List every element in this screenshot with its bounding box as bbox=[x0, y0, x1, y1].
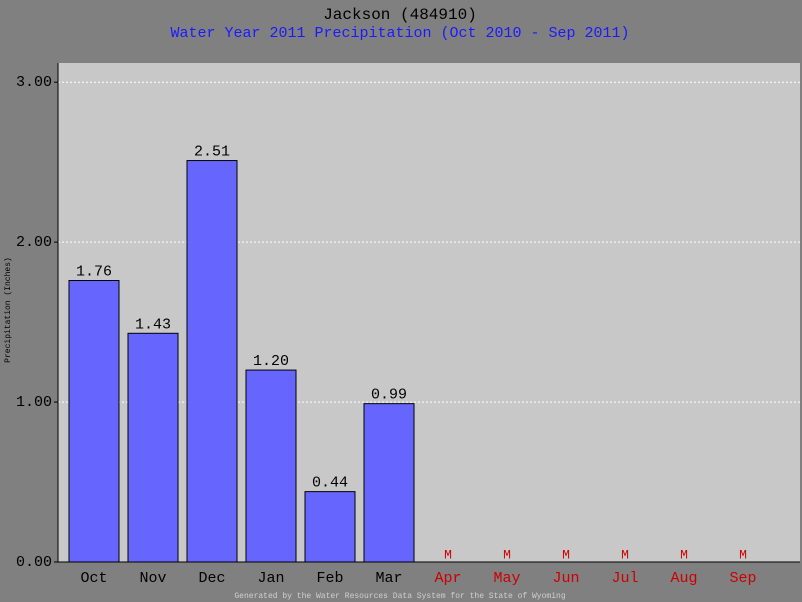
chart-title: Jackson (484910) bbox=[323, 6, 477, 24]
missing-label: M bbox=[444, 547, 452, 562]
x-tick-label: Jan bbox=[257, 570, 284, 587]
data-label: 2.51 bbox=[194, 144, 230, 161]
y-tick-label: 3.00 bbox=[16, 74, 52, 91]
x-tick-label: Jul bbox=[611, 570, 638, 587]
missing-label: M bbox=[562, 547, 570, 562]
x-tick-label: Mar bbox=[375, 570, 402, 587]
missing-label: M bbox=[739, 547, 747, 562]
data-label: 1.43 bbox=[135, 316, 171, 333]
y-tick-label: 2.00 bbox=[16, 234, 52, 251]
bar bbox=[127, 332, 179, 563]
bar bbox=[186, 160, 238, 563]
x-tick-label: Aug bbox=[670, 570, 697, 587]
bar bbox=[245, 369, 297, 563]
y-tick-label: 0.00 bbox=[16, 554, 52, 571]
x-tick-label: Nov bbox=[139, 570, 166, 587]
data-label: 0.99 bbox=[371, 387, 407, 404]
footer: Generated by the Water Resources Data Sy… bbox=[234, 592, 565, 601]
bar bbox=[68, 280, 120, 563]
bar bbox=[363, 403, 415, 563]
bar bbox=[304, 491, 356, 563]
missing-label: M bbox=[503, 547, 511, 562]
y-axis-label: Precipitation (Inches) bbox=[4, 257, 13, 363]
x-tick-label: May bbox=[493, 570, 520, 587]
missing-label: M bbox=[621, 547, 629, 562]
x-tick-label: Jun bbox=[552, 570, 579, 587]
x-tick-label: Feb bbox=[316, 570, 343, 587]
x-tick-label: Sep bbox=[729, 570, 756, 587]
plot-area bbox=[58, 63, 800, 562]
data-label: 0.44 bbox=[312, 475, 348, 492]
data-label: 1.20 bbox=[253, 353, 289, 370]
data-label: 1.76 bbox=[76, 263, 112, 280]
x-tick-label: Oct bbox=[80, 570, 107, 587]
x-tick-label: Apr bbox=[434, 570, 461, 587]
y-tick-label: 1.00 bbox=[16, 394, 52, 411]
chart-subtitle: Water Year 2011 Precipitation (Oct 2010 … bbox=[170, 25, 629, 42]
x-tick-label: Dec bbox=[198, 570, 225, 587]
missing-label: M bbox=[680, 547, 688, 562]
